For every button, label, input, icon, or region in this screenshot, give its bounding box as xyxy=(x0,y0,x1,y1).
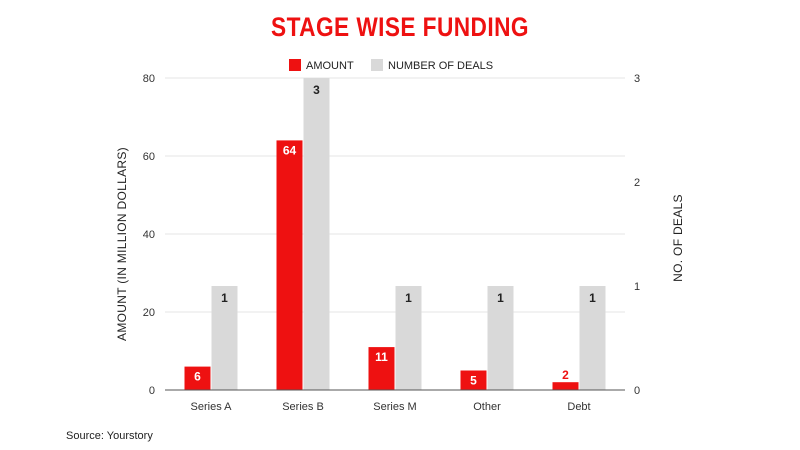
y-tick-label-right: 1 xyxy=(634,281,640,293)
data-label-deals: 1 xyxy=(405,291,412,305)
x-tick-label: Other xyxy=(473,401,501,413)
data-label-amount: 6 xyxy=(194,370,201,384)
axes: 0 20 40 60 80 0 1 2 3 AMOUNT (IN MILLION DOLLARS)… xyxy=(115,73,685,413)
bar-amount xyxy=(368,347,395,390)
data-label-amount: 2 xyxy=(562,368,569,382)
legend-swatch-amount xyxy=(289,59,301,71)
y-tick-label-right: 3 xyxy=(634,73,640,85)
y-tick-label-right: 0 xyxy=(634,385,640,397)
bar-amount xyxy=(276,140,303,390)
data-label-amount: 64 xyxy=(283,143,297,157)
data-label-deals: 1 xyxy=(221,291,228,305)
bar-amount xyxy=(552,382,579,390)
legend-label-deals: NUMBER OF DEALS xyxy=(388,60,493,72)
bar-amount xyxy=(184,366,211,390)
data-label-deals: 1 xyxy=(589,291,596,305)
legend: AMOUNT NUMBER OF DEALS xyxy=(289,59,493,72)
y-tick-label-left: 40 xyxy=(143,229,155,241)
bar-deals xyxy=(211,286,238,390)
x-tick-label: Series A xyxy=(191,401,233,413)
y-axis-title-right: NO. OF DEALS xyxy=(671,194,685,282)
y-tick-label-left: 60 xyxy=(143,151,155,163)
data-label-amount: 5 xyxy=(470,374,477,388)
x-tick-label: Series B xyxy=(282,401,324,413)
bar-deals xyxy=(579,286,606,390)
x-tick-label: Debt xyxy=(567,401,590,413)
bar-deals xyxy=(487,286,514,390)
data-label-amount: 11 xyxy=(375,350,388,364)
bar-deals xyxy=(303,78,330,390)
legend-label-amount: AMOUNT xyxy=(306,60,354,72)
y-axis-title-left: AMOUNT (IN MILLION DOLLARS) xyxy=(115,147,129,341)
source-note: Source: Yourstory xyxy=(66,430,153,442)
y-tick-label-right: 2 xyxy=(634,177,640,189)
data-label-deals: 1 xyxy=(497,291,504,305)
legend-swatch-deals xyxy=(371,59,383,71)
y-tick-label-left: 20 xyxy=(143,307,155,319)
chart-title: STAGE WISE FUNDING xyxy=(271,12,529,42)
gridlines xyxy=(165,77,625,313)
x-tick-label: Series M xyxy=(373,401,416,413)
data-label-deals: 3 xyxy=(313,83,320,97)
bar-amount xyxy=(460,370,487,390)
y-tick-label-left: 80 xyxy=(143,73,155,85)
y-tick-label-left: 0 xyxy=(149,385,155,397)
bar-deals xyxy=(395,286,422,390)
